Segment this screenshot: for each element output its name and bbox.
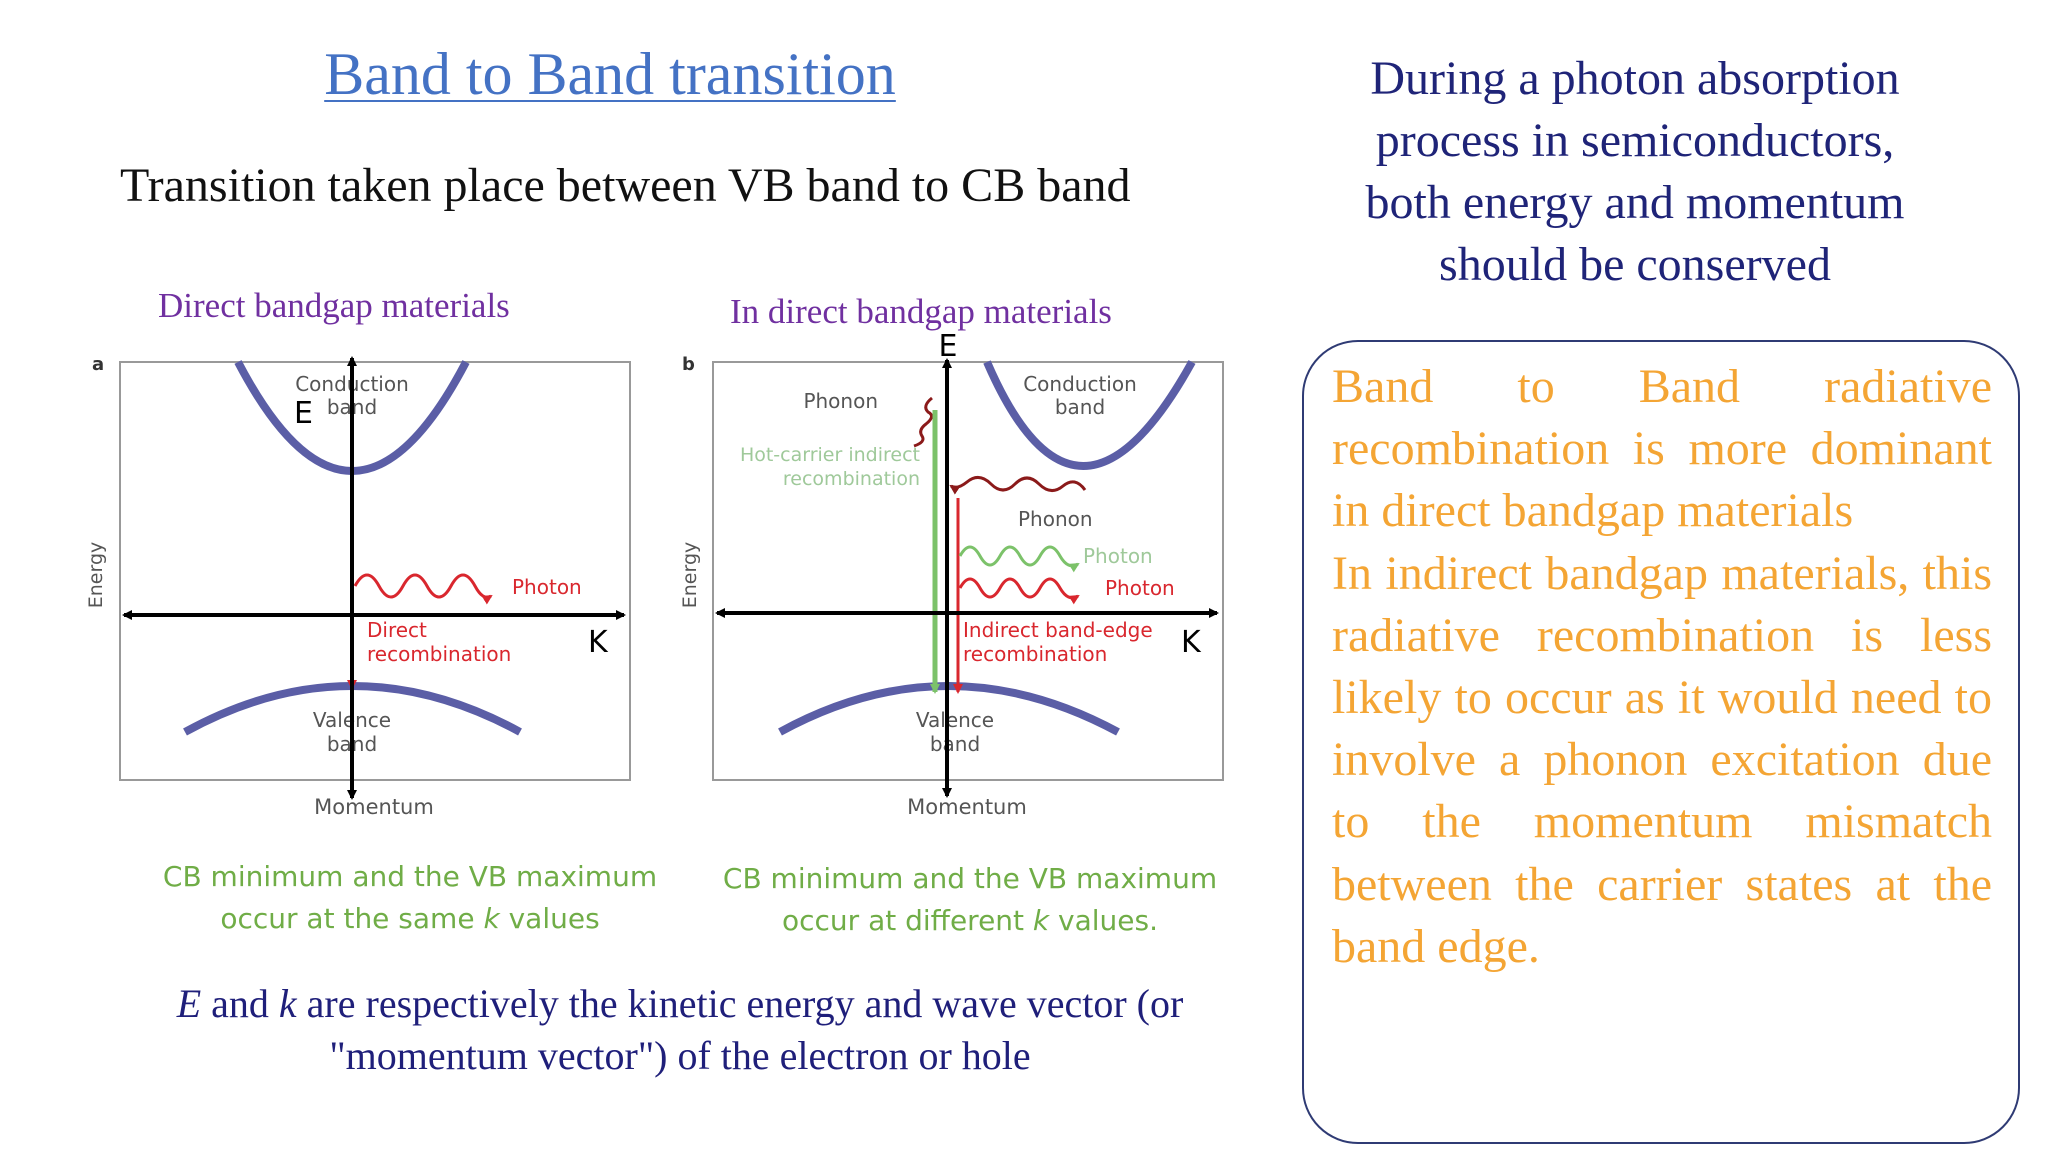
info-paragraph-direct: Band to Band radiative recombination is … xyxy=(1332,360,1992,538)
note-line-1: E and k are respectively the kinetic ene… xyxy=(176,981,1184,1026)
direct-bandgap-diagram: a Conduction band Valence band Photon Di… xyxy=(85,354,631,819)
indirect-bandgap-caption: CB minimum and the VB maximum occur at d… xyxy=(710,858,1230,942)
k-label: K xyxy=(1181,625,1202,660)
hot-carrier-label-1: Hot-carrier indirect xyxy=(740,444,920,466)
conduction-band-label-1: Conduction xyxy=(1023,372,1137,396)
hot-carrier-label-2: recombination xyxy=(783,468,920,490)
phonon-top-wave xyxy=(913,396,933,448)
direct-recombination-label-1: Direct xyxy=(367,618,427,642)
photon-wave xyxy=(353,573,493,605)
indirect-recombination-label-2: recombination xyxy=(963,642,1107,666)
caption-line-1: CB minimum and the VB maximum xyxy=(722,862,1218,895)
direct-bandgap-heading: Direct bandgap materials xyxy=(158,286,510,325)
phonon-top-label: Phonon xyxy=(803,389,878,413)
direct-bandgap-caption: CB minimum and the VB maximum occur at t… xyxy=(140,856,680,940)
recombination-info-text: Band to Band radiative recombination is … xyxy=(1332,356,1992,978)
photon-label: Photon xyxy=(512,575,582,599)
direct-recombination-label-2: recombination xyxy=(367,642,511,666)
plot-frame xyxy=(712,361,1224,781)
phonon-mid-label: Phonon xyxy=(1018,507,1093,531)
valence-band-label-2: band xyxy=(930,732,980,756)
conduction-band-curve xyxy=(983,360,1196,470)
momentum-axis-label: Momentum xyxy=(907,795,1027,819)
indirect-bandgap-diagram: b Conduction band Valence band Phonon Ho… xyxy=(679,330,1224,819)
panel-letter-b: b xyxy=(682,354,695,375)
panel-letter-a: a xyxy=(92,354,104,375)
energy-axis-label: Energy xyxy=(679,542,701,609)
energy-axis-label: Energy xyxy=(85,542,107,609)
caption-line-2: occur at different k values. xyxy=(781,904,1159,937)
photon-green-wave xyxy=(958,545,1080,573)
k-label: K xyxy=(588,625,609,660)
e-k-definition-note: E and k are respectively the kinetic ene… xyxy=(120,978,1240,1082)
conduction-band-label-2: band xyxy=(1055,395,1105,419)
photon-red-wave xyxy=(958,577,1080,605)
phonon-mid-wave xyxy=(949,476,1087,495)
caption-line-1: CB minimum and the VB maximum xyxy=(162,860,658,893)
plot-frame xyxy=(119,361,631,781)
info-paragraph-indirect: In indirect bandgap materials, this radi… xyxy=(1332,546,1992,973)
conservation-statement: During a photon absorption process in se… xyxy=(1365,52,1905,291)
indirect-bandgap-heading: In direct bandgap materials xyxy=(730,292,1112,331)
e-label: E xyxy=(939,330,958,364)
indirect-recombination-label-1: Indirect band-edge xyxy=(963,618,1153,642)
slide-subtitle: Transition taken place between VB band t… xyxy=(120,159,1131,212)
momentum-axis-label: Momentum xyxy=(314,795,434,819)
note-line-2: "momentum vector") of the electron or ho… xyxy=(329,1033,1031,1078)
recombination-info-box xyxy=(1302,340,2020,1144)
e-label: E xyxy=(294,396,313,431)
slide-title: Band to Band transition xyxy=(324,41,896,107)
photon-red-label: Photon xyxy=(1105,576,1175,600)
caption-line-2: occur at the same k values xyxy=(220,902,600,935)
valence-band-label-1: Valence xyxy=(916,708,994,732)
photon-green-label: Photon xyxy=(1083,544,1153,568)
